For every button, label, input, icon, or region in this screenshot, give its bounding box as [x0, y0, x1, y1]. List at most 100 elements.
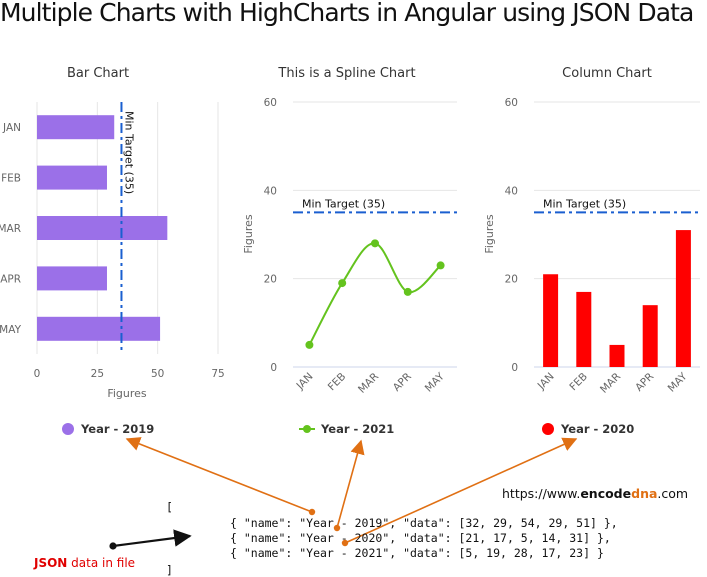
column-category-label: APR	[633, 371, 656, 394]
spline-value-tick: 0	[270, 362, 277, 374]
column-category-label: MAY	[666, 370, 690, 394]
spline-chart-series[interactable]	[305, 239, 445, 349]
page-title: Multiple Charts with HighCharts in Angul…	[0, 0, 694, 27]
column-legend-symbol	[542, 423, 554, 435]
column-chart-grid	[534, 101, 700, 368]
spline-point-feb	[338, 279, 347, 288]
arrow-to-json-text	[112, 529, 192, 548]
column-category-label: MAR	[598, 371, 623, 396]
bar-chart-category-labels: JAN FEB MAR APR MAY	[0, 122, 22, 336]
spline-value-tick: 20	[264, 274, 277, 286]
column-value-tick: 60	[505, 97, 518, 109]
spline-chart-title: This is a Spline Chart	[277, 66, 415, 81]
json-line-3: { "name": "Year - 2021", "data": [5, 19,…	[230, 546, 604, 560]
column-value-tick: 20	[505, 274, 518, 286]
spline-category-label: APR	[391, 371, 414, 394]
column-chart-title: Column Chart	[562, 66, 652, 81]
arrow-to-2019-legend	[125, 437, 313, 513]
arrow-to-2021-legend	[336, 439, 365, 529]
spline-chart-value-ticks: 0 20 40 60	[264, 97, 277, 374]
spline-point-may	[436, 261, 445, 270]
bar-legend-symbol	[62, 423, 74, 435]
spline-chart-axis-title: Figures	[242, 214, 255, 254]
column-mark-may	[675, 230, 691, 367]
bar-plot-line-label: Min Target (35)	[122, 111, 135, 194]
bar-category-label: FEB	[1, 173, 21, 185]
bar-mark-feb	[37, 165, 107, 190]
spline-legend-label: Year - 2021	[320, 422, 394, 436]
bar-chart-plot-line: Min Target (35)	[120, 102, 135, 354]
spline-category-label: JAN	[294, 371, 316, 393]
bar-value-tick: 50	[151, 368, 164, 380]
bar-chart-value-ticks: 0 25 50 75	[34, 368, 225, 380]
arrow-to-2020-legend	[344, 437, 578, 544]
bar-mark-may	[37, 316, 161, 341]
bar-category-label: JAN	[2, 122, 21, 134]
bar-category-label: MAR	[0, 223, 21, 235]
arrow-origin-2021	[333, 524, 341, 532]
json-close-bracket: ]	[166, 563, 173, 577]
column-category-label: FEB	[567, 371, 590, 394]
spline-category-label: MAR	[356, 371, 381, 396]
bar-chart-legend-item[interactable]: Year - 2019	[62, 422, 154, 436]
bar-mark-jan	[37, 115, 115, 140]
column-chart-legend-item[interactable]: Year - 2020	[542, 422, 634, 436]
spline-chart: This is a Spline Chart Min Target (35) J…	[242, 66, 457, 436]
spline-chart-category-labels: JAN FEB MAR APR MAY	[294, 370, 447, 396]
spline-value-tick: 60	[264, 97, 277, 109]
arrow-origin-2019	[308, 508, 316, 516]
column-mark-jan	[543, 274, 559, 367]
json-label-red: JSON	[33, 556, 67, 570]
spline-chart-plot-line: Min Target (35)	[293, 197, 457, 214]
arrow-origin-2020	[341, 539, 349, 547]
spline-point-mar	[371, 239, 379, 248]
column-chart-axis-title: Figures	[483, 214, 496, 254]
url-prefix: https://www.	[502, 486, 580, 501]
bar-chart-title: Bar Chart	[67, 66, 129, 81]
annotation-arrows	[109, 437, 578, 550]
column-value-tick: 40	[505, 185, 518, 197]
column-chart-plot-line: Min Target (35)	[534, 197, 700, 214]
spline-value-tick: 40	[264, 185, 277, 197]
column-mark-apr	[642, 305, 658, 367]
spline-point-jan	[305, 340, 314, 349]
column-chart-value-ticks: 0 20 40 60	[505, 97, 518, 374]
spline-chart-legend-item[interactable]: Year - 2021	[299, 422, 394, 436]
bar-category-label: MAY	[0, 324, 22, 336]
json-line-2: { "name": "Year - 2020", "data": [21, 17…	[230, 531, 611, 545]
bar-value-tick: 25	[91, 368, 104, 380]
site-url[interactable]: https://www.encodedna.com	[502, 486, 688, 501]
bar-category-label: APR	[0, 273, 21, 285]
column-legend-label: Year - 2020	[560, 422, 634, 436]
json-data-label: JSON data in file	[33, 556, 135, 570]
spline-series-line	[308, 242, 442, 346]
spline-category-label: FEB	[326, 371, 349, 394]
spline-plot-line-label: Min Target (35)	[302, 197, 385, 210]
spline-legend-symbol	[303, 425, 311, 433]
bar-value-tick: 75	[211, 368, 224, 380]
url-suffix: .com	[657, 486, 688, 501]
bar-chart-bars[interactable]	[37, 115, 168, 341]
spline-chart-grid	[293, 101, 457, 368]
json-snippet: [ { "name": "Year - 2019", "data": [32, …	[166, 500, 618, 577]
column-mark-mar	[609, 344, 625, 367]
column-value-tick: 0	[511, 362, 518, 374]
spline-category-label: MAY	[423, 370, 447, 394]
url-bold-2: dna	[631, 486, 657, 501]
bar-value-tick: 0	[34, 368, 41, 380]
url-bold-1: encode	[580, 486, 631, 501]
column-category-label: JAN	[535, 371, 557, 393]
json-line-1: { "name": "Year - 2019", "data": [32, 29…	[230, 516, 618, 530]
bar-chart: Bar Chart Min Target (35) JAN FEB MAR APR MA…	[0, 66, 225, 436]
bar-mark-mar	[37, 216, 168, 240]
column-mark-feb	[576, 291, 592, 367]
arrow-origin-json-label	[109, 542, 117, 550]
bar-legend-label: Year - 2019	[80, 422, 154, 436]
json-open-bracket: [	[166, 500, 173, 514]
bar-chart-axis-title: Figures	[107, 387, 147, 400]
column-chart: Column Chart Min Target (35) JAN FEB MAR AP…	[483, 66, 700, 436]
spline-point-apr	[403, 287, 412, 296]
column-chart-columns[interactable]	[543, 230, 691, 367]
column-plot-line-label: Min Target (35)	[543, 197, 626, 210]
